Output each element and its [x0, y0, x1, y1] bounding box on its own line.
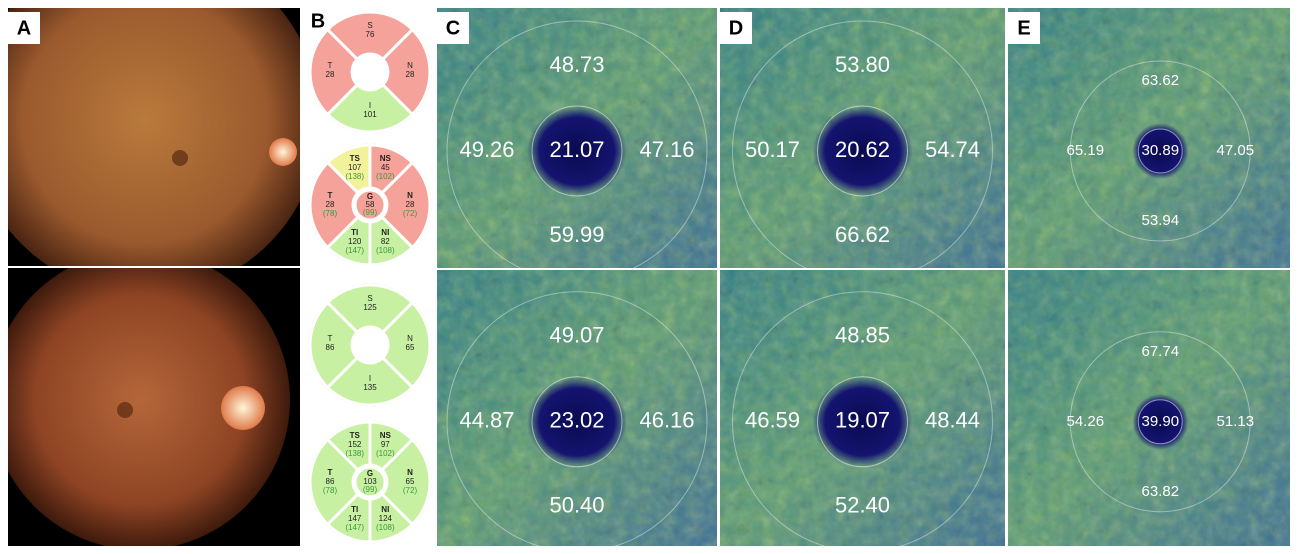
- sector-density: 46.59: [745, 408, 800, 433]
- sector-density: 49.26: [459, 137, 514, 162]
- sector-density: 54.26: [1067, 413, 1105, 430]
- sector-reference: (78): [323, 486, 338, 495]
- sector-name: NS: [380, 154, 392, 163]
- sector-name: T: [328, 468, 333, 477]
- sector-density: 48.73: [549, 52, 604, 77]
- sector-value: 28: [406, 70, 415, 79]
- sector-name: S: [367, 21, 372, 30]
- sector-density: 47.05: [1217, 142, 1255, 159]
- sector-density: 46.16: [639, 408, 694, 433]
- sector-density: 65.19: [1067, 142, 1105, 159]
- sector-name: N: [407, 334, 413, 343]
- sector-value: 107: [348, 163, 362, 172]
- sector-value: 28: [406, 200, 415, 209]
- sector-reference: (147): [345, 246, 364, 255]
- optic-disc: [269, 138, 297, 166]
- sector-value: 28: [326, 200, 335, 209]
- sector-value: 65: [406, 343, 415, 352]
- sector-density: 48.44: [925, 408, 980, 433]
- sector-name: TS: [350, 154, 361, 163]
- sector-density: 54.74: [925, 137, 980, 162]
- sector-name: T: [328, 334, 333, 343]
- sector-value: 147: [348, 514, 362, 523]
- sector-density: 50.40: [549, 493, 604, 518]
- sector-reference: (108): [376, 523, 395, 532]
- sector-value: 125: [363, 303, 377, 312]
- sector-value: 28: [326, 70, 335, 79]
- sector-name: TI: [351, 505, 358, 514]
- sector-density: 53.80: [835, 52, 890, 77]
- sector-value: 86: [326, 343, 335, 352]
- sector-name: S: [367, 294, 372, 303]
- sector-value: 65: [406, 477, 415, 486]
- sector-density: 50.17: [745, 137, 800, 162]
- sector-name: NI: [381, 228, 389, 237]
- sector-value: 152: [348, 440, 362, 449]
- sector-value: 97: [381, 440, 390, 449]
- sector-name: N: [407, 61, 413, 70]
- sector-density: 49.07: [549, 323, 604, 348]
- sector-value: 135: [363, 383, 377, 392]
- sector-density: 30.89: [1142, 142, 1180, 159]
- sector-density: 63.62: [1142, 72, 1180, 89]
- sector-density: 59.99: [549, 222, 604, 247]
- sector-value: 120: [348, 237, 362, 246]
- sector-density: 66.62: [835, 222, 890, 247]
- sector-density: 67.74: [1142, 343, 1180, 360]
- center-hole: [352, 327, 388, 363]
- sector-value: 82: [381, 237, 390, 246]
- sector-reference: (138): [345, 172, 364, 181]
- sector-name: I: [369, 374, 371, 383]
- sector-density: 20.62: [835, 137, 890, 162]
- fovea: [172, 150, 188, 166]
- sector-reference: (147): [345, 523, 364, 532]
- panel-label: A: [17, 17, 31, 39]
- sector-name: T: [328, 61, 333, 70]
- sector-reference: (138): [345, 449, 364, 458]
- sector-density: 48.85: [835, 323, 890, 348]
- sector-name: NI: [381, 505, 389, 514]
- sector-density: 19.07: [835, 408, 890, 433]
- sector-reference: (102): [376, 449, 395, 458]
- sector-density: 52.40: [835, 493, 890, 518]
- sector-name: NS: [380, 431, 392, 440]
- sector-reference: (78): [323, 209, 338, 218]
- sector-name: TS: [350, 431, 361, 440]
- sector-density: 53.94: [1142, 212, 1180, 229]
- sector-name: TI: [351, 228, 358, 237]
- sector-value: 124: [379, 514, 393, 523]
- center-hole: [352, 54, 388, 90]
- sector-density: 23.02: [549, 408, 604, 433]
- sector-value: 86: [326, 477, 335, 486]
- sector-name: I: [369, 101, 371, 110]
- sector-name: T: [328, 191, 333, 200]
- panel-label: E: [1017, 17, 1030, 39]
- sector-density: 21.07: [549, 137, 604, 162]
- sector-density: 47.16: [639, 137, 694, 162]
- panel-label: C: [446, 17, 460, 39]
- sector-density: 63.82: [1142, 483, 1180, 500]
- sector-density: 44.87: [459, 408, 514, 433]
- sector-name: N: [407, 191, 413, 200]
- sector-reference: (99): [363, 208, 378, 217]
- fovea: [117, 402, 133, 418]
- sector-reference: (72): [403, 486, 418, 495]
- sector-value: 101: [363, 110, 377, 119]
- sector-value: 45: [381, 163, 390, 172]
- sector-reference: (102): [376, 172, 395, 181]
- sector-reference: (108): [376, 246, 395, 255]
- panel-label: B: [311, 10, 325, 32]
- sector-value: 76: [366, 30, 375, 39]
- sector-density: 39.90: [1142, 413, 1180, 430]
- sector-density: 51.13: [1217, 413, 1255, 430]
- panel-label: D: [729, 17, 743, 39]
- sector-reference: (72): [403, 209, 418, 218]
- figure: ABS76N28I101T28TS107(138)NS45(102)N28(72…: [0, 0, 1298, 549]
- sector-name: N: [407, 468, 413, 477]
- optic-disc: [221, 386, 265, 430]
- sector-reference: (99): [363, 485, 378, 494]
